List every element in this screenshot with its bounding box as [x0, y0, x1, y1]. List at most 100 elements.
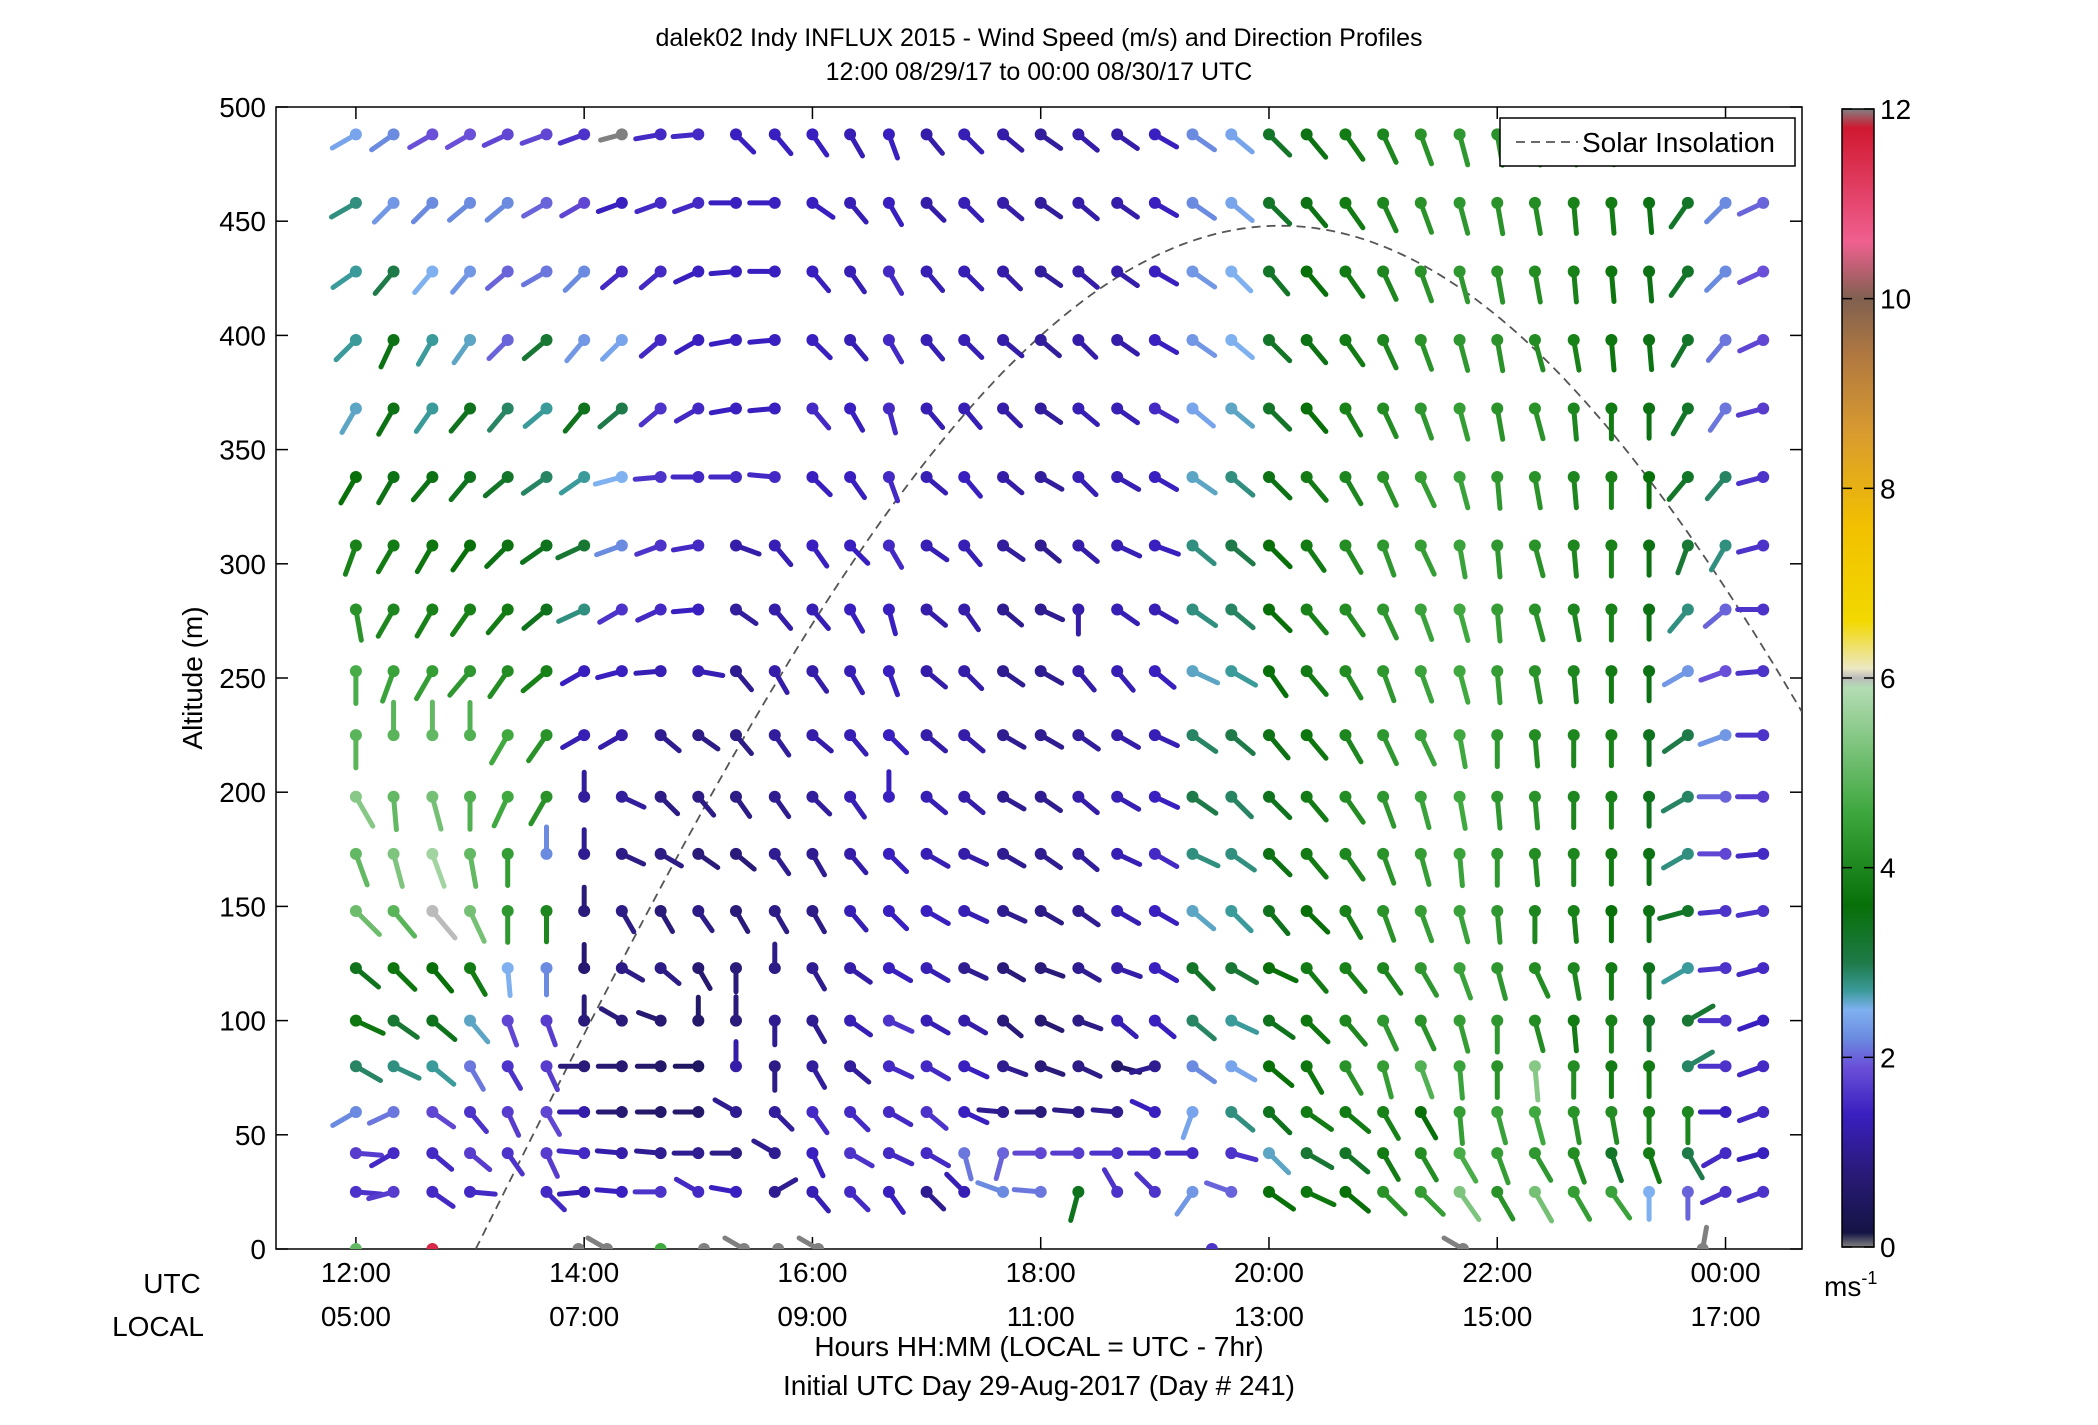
wind-barb	[1262, 904, 1291, 937]
wind-barb-dot	[692, 790, 705, 803]
colorbar-tick-label: 10	[1880, 284, 1911, 315]
wind-barb	[540, 1185, 567, 1213]
wind-barb-dot	[464, 1147, 477, 1160]
wind-barb-dot	[1414, 790, 1427, 803]
wind-barb	[1129, 1098, 1161, 1118]
wind-barb-dot	[844, 1060, 857, 1073]
wind-barb-dot	[997, 790, 1010, 803]
wind-barb	[768, 729, 792, 758]
wind-barb	[1262, 790, 1293, 821]
surface-wind-barb	[585, 1235, 613, 1249]
wind-barb	[1148, 603, 1179, 625]
wind-barb-dot	[806, 962, 819, 975]
wind-barb	[806, 1060, 828, 1090]
wind-barb	[1180, 1105, 1199, 1141]
wind-barb-dot	[997, 128, 1010, 141]
wind-barb	[557, 128, 591, 146]
wind-barb	[1300, 1185, 1337, 1208]
wind-barb	[486, 333, 514, 362]
wind-barb	[708, 471, 742, 484]
wind-barb-dot	[1643, 904, 1656, 917]
wind-barb	[997, 729, 1027, 750]
wind-barb	[1735, 729, 1770, 742]
wind-barb-dot	[1339, 471, 1352, 484]
wind-barb-dot	[997, 962, 1010, 975]
wind-barb	[1262, 729, 1291, 761]
wind-barb	[729, 603, 759, 626]
wind-barb-dot	[1491, 665, 1504, 678]
wind-barb-dot	[426, 603, 439, 616]
wind-barb-dot	[1757, 1147, 1770, 1160]
wind-barb-dot	[844, 333, 857, 346]
wind-barb-dot	[1262, 847, 1275, 860]
wind-barb	[1111, 539, 1143, 559]
wind-barb-dot	[1300, 1060, 1313, 1073]
wind-barb-dot	[1453, 729, 1466, 742]
surface-wind-barb	[1205, 1243, 1218, 1249]
wind-barb-dot	[1262, 539, 1275, 552]
wind-barb-dot	[578, 128, 591, 141]
wind-barb	[920, 847, 951, 869]
wind-barb	[372, 265, 400, 296]
wind-barb	[692, 729, 721, 752]
wind-barb-dot	[578, 539, 591, 552]
wind-barb	[1605, 1014, 1618, 1054]
x-tick-label-local: 05:00	[321, 1301, 391, 1332]
x-tick-label-local: 13:00	[1234, 1301, 1304, 1332]
wind-barb	[729, 539, 762, 557]
wind-barb	[993, 1147, 1010, 1182]
wind-barb	[1704, 471, 1732, 502]
wind-barb-dot	[1491, 333, 1504, 346]
wind-barb	[426, 904, 458, 941]
wind-barb	[708, 333, 742, 347]
wind-barb-dot	[768, 665, 781, 678]
wind-barb	[1148, 729, 1180, 749]
wind-barb-dot	[1605, 1105, 1618, 1118]
wind-barb	[464, 700, 477, 742]
wind-barb-dot	[1300, 1014, 1313, 1027]
wind-barb	[1148, 790, 1181, 810]
wind-barb-dot	[1567, 847, 1580, 860]
wind-barb	[578, 994, 591, 1027]
wind-barb	[1453, 333, 1471, 373]
wind-barb	[1072, 665, 1097, 693]
wind-barb-dot	[920, 847, 933, 860]
wind-barb	[654, 904, 675, 934]
wind-barb-dot	[1719, 1185, 1732, 1198]
wind-barb	[615, 847, 647, 867]
wind-barb-dot	[349, 1014, 362, 1027]
wind-barb-dot	[1491, 962, 1504, 975]
wind-barb-dot	[1453, 196, 1466, 209]
wind-barb-dot	[729, 539, 742, 552]
plot-area	[275, 106, 1803, 1250]
wind-barb	[464, 904, 487, 944]
wind-barb-dot	[844, 128, 857, 141]
wind-barb	[1414, 603, 1435, 642]
wind-barb	[632, 1185, 667, 1198]
wind-barb	[844, 402, 866, 433]
wind-barb-dot	[1453, 1147, 1466, 1160]
wind-barb-dot	[806, 1105, 819, 1118]
x-tick-label-utc: 18:00	[1006, 1257, 1076, 1288]
wind-barb-dot	[1377, 790, 1390, 803]
wind-barb-dot	[349, 847, 362, 860]
wind-barb-dot	[1072, 539, 1085, 552]
wind-barb-dot	[1148, 1105, 1161, 1118]
wind-barb	[349, 962, 381, 990]
wind-barb	[1034, 471, 1065, 492]
wind-barb-dot	[1681, 539, 1694, 552]
y-tick-label: 0	[250, 1234, 266, 1265]
wind-barb-dot	[1072, 1060, 1085, 1073]
wind-barb-dot	[654, 1243, 667, 1249]
wind-barb-dot	[1148, 128, 1161, 141]
wind-barb-dot	[768, 402, 781, 415]
wind-barb	[997, 196, 1025, 222]
wind-barb-dot	[1757, 904, 1770, 917]
wind-barb-dot	[692, 1014, 705, 1027]
wind-barb	[1414, 539, 1437, 577]
wind-barb	[1567, 265, 1580, 305]
wind-barb-dot	[1339, 1147, 1352, 1160]
wind-barb	[844, 1185, 871, 1213]
wind-barb-dot	[1567, 729, 1580, 742]
wind-barb	[1300, 603, 1329, 636]
